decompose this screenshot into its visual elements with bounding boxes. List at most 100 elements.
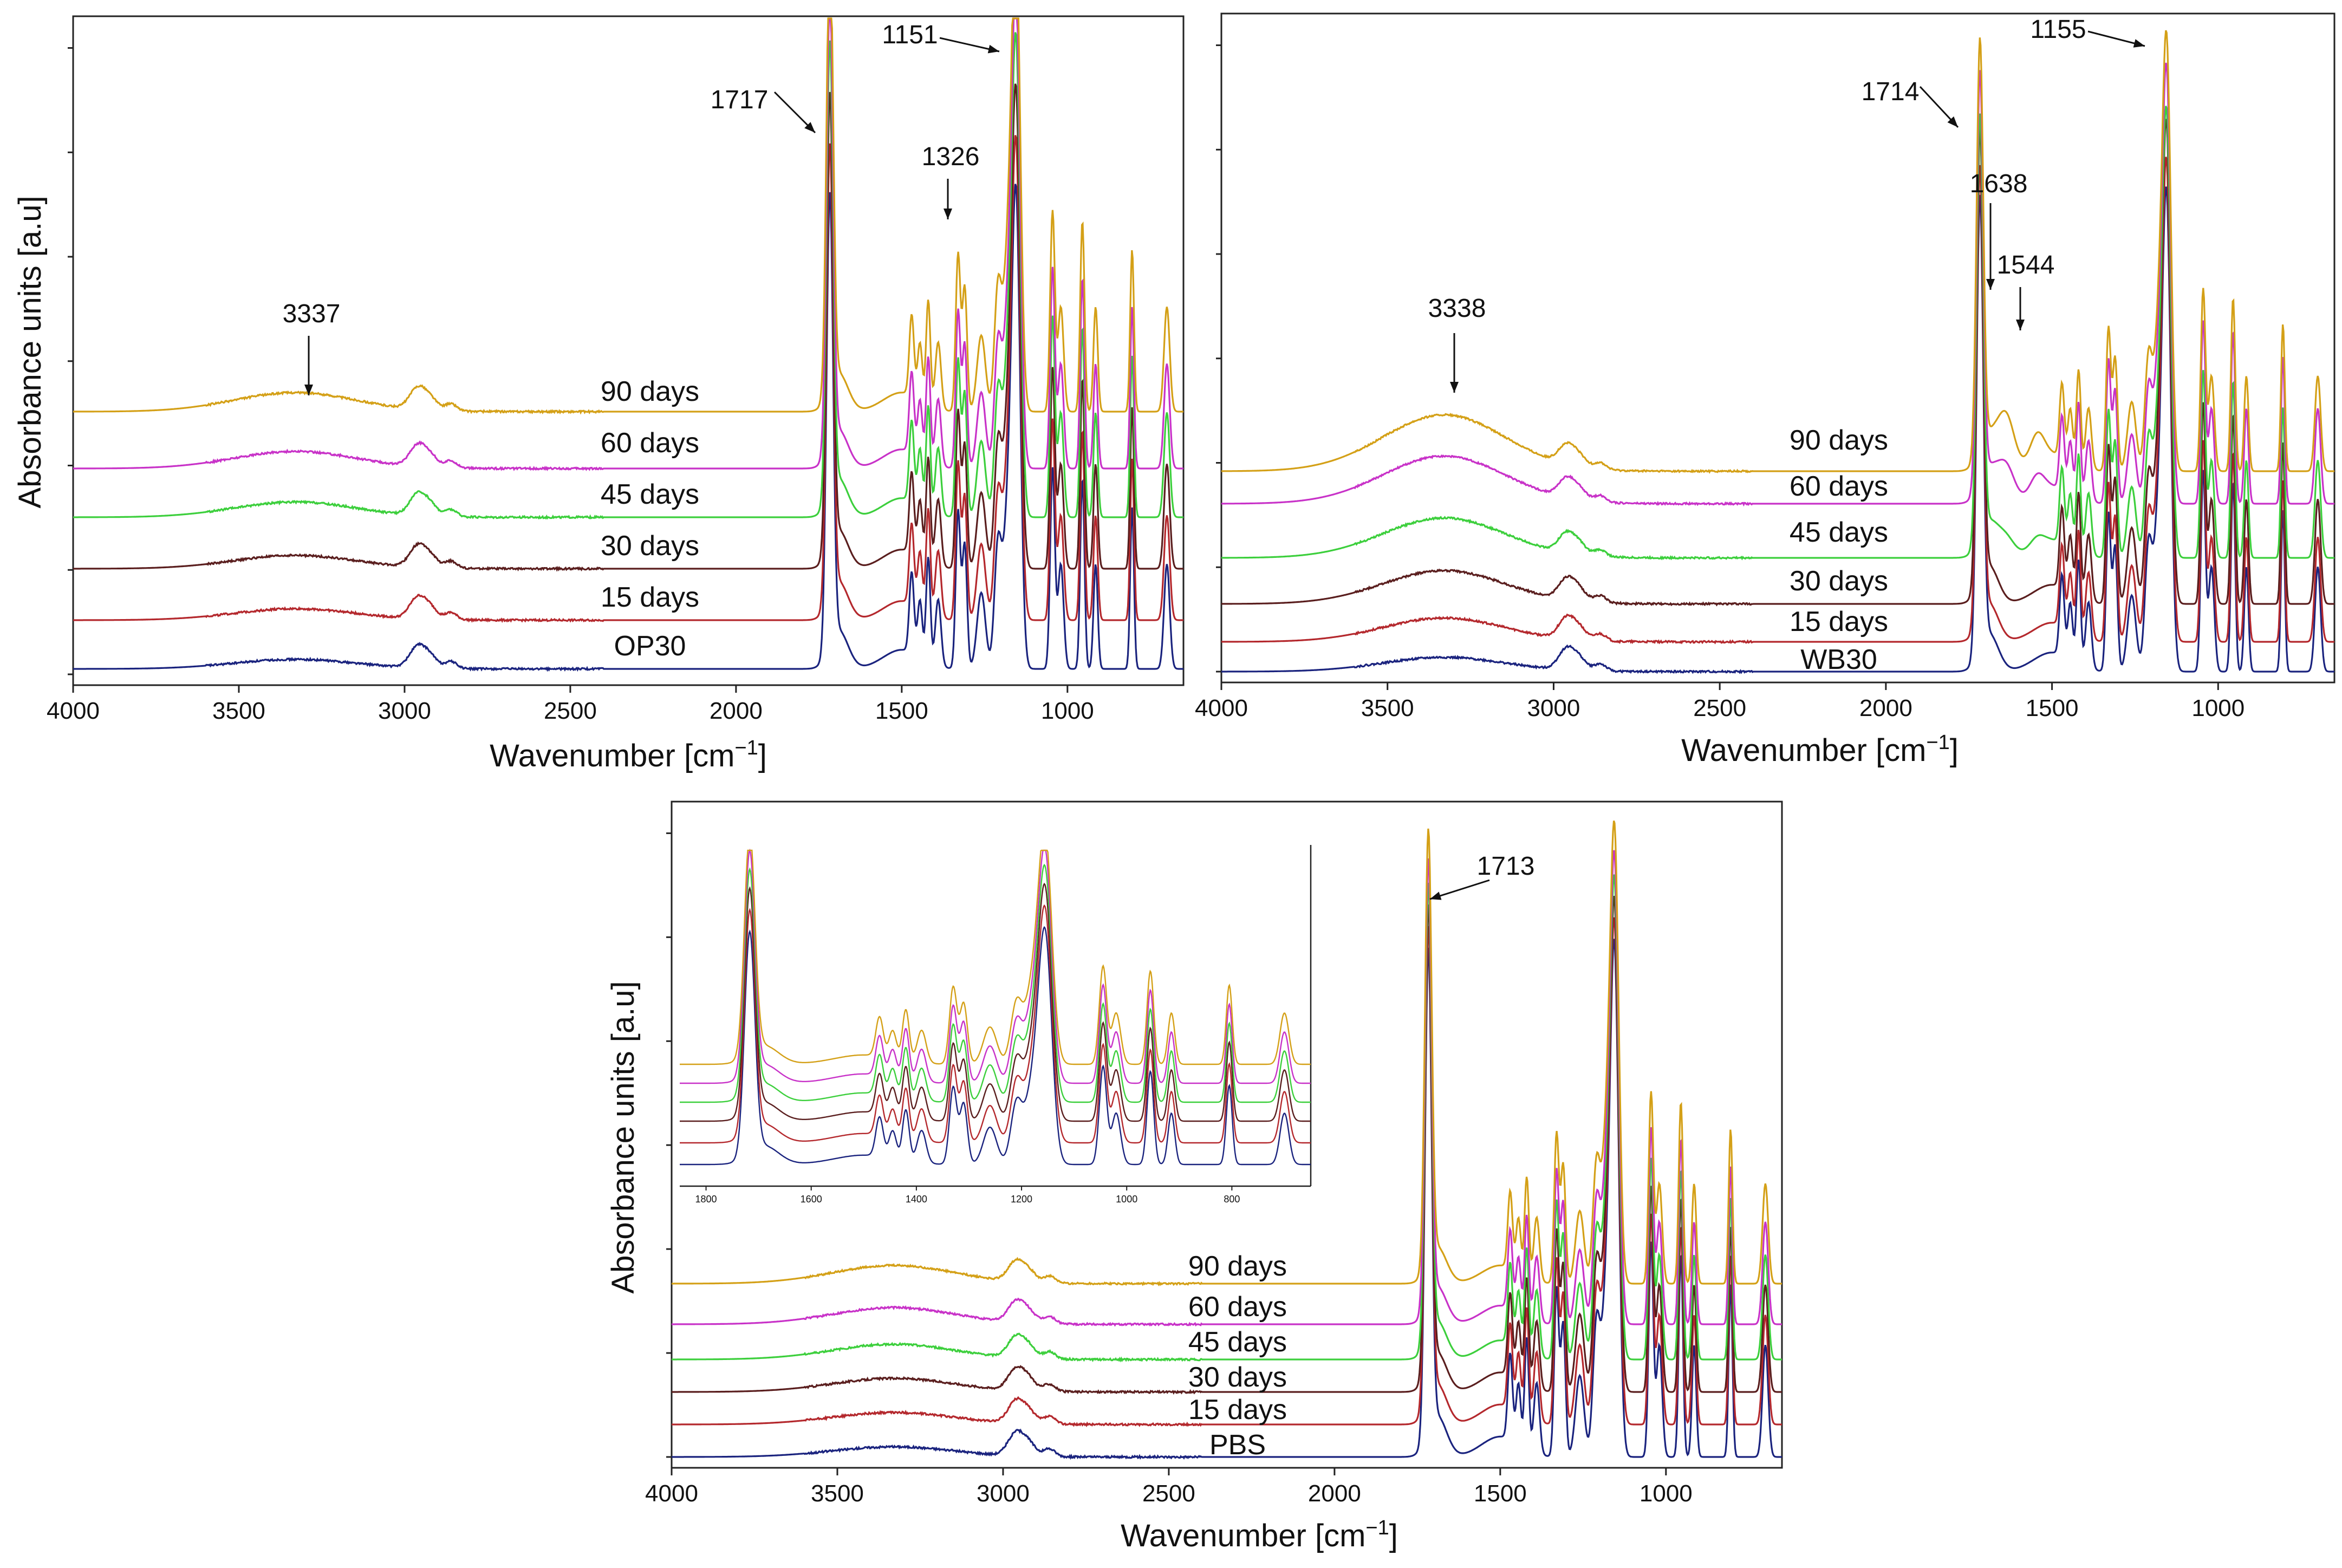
inset-series-line: [680, 849, 1311, 1065]
y-ticks: [1216, 44, 1221, 673]
series-label: 15 days: [1790, 606, 1888, 637]
spectra-curves: [672, 820, 1782, 1460]
x-tick-label: 2000: [1859, 695, 1912, 721]
x-tick-label: 2000: [1308, 1480, 1361, 1507]
peak-annotations: 3338 1714 1638 1544 1155: [1428, 15, 2145, 393]
y-axis-label: Absorbance units [a.u]: [606, 981, 641, 1293]
series-label: 90 days: [1188, 1251, 1287, 1282]
peak-label: 1151: [882, 21, 938, 49]
peak-label: 3338: [1428, 294, 1486, 323]
peak-label: 3337: [283, 300, 341, 328]
series-label: 60 days: [601, 427, 699, 459]
x-tick-label: 3000: [977, 1480, 1030, 1507]
inset-series-line: [680, 863, 1311, 1103]
peak-label: 1155: [2030, 15, 2086, 44]
arrow-head: [1450, 382, 1459, 393]
peak-label: 1717: [711, 86, 769, 114]
x-tick-label: 1500: [875, 698, 928, 724]
peak-label: 1714: [1862, 77, 1920, 106]
plot-frame: [1220, 12, 2336, 684]
arrow-head: [944, 209, 952, 219]
series-line-90-days: [73, 17, 1183, 415]
x-tick-label: 1000: [1041, 698, 1094, 724]
arrow-head: [1430, 892, 1442, 900]
x-tick-label: 3500: [1361, 695, 1414, 721]
x-tick-label: 1500: [2026, 695, 2079, 721]
series-label: PBS: [1209, 1429, 1266, 1461]
series-line-60-days: [73, 17, 1183, 471]
arrow-head: [987, 44, 999, 54]
peak-label: 1638: [1970, 170, 2028, 198]
series-line-15-days: [672, 917, 1782, 1428]
series-line-15-days: [73, 135, 1183, 623]
arrow-head: [304, 385, 313, 395]
series-label: 60 days: [1790, 471, 1888, 502]
inset-series-line: [680, 882, 1311, 1122]
inset-tick-label: 1200: [1011, 1194, 1032, 1205]
series-line-60-days: [672, 850, 1782, 1327]
x-axis-label: Wavenumber [cm−1]: [490, 737, 767, 773]
series-line-90-days: [672, 820, 1782, 1287]
series-label: OP30: [614, 630, 686, 662]
y-ticks: [68, 47, 73, 675]
inset-tick-label: 1600: [801, 1194, 822, 1205]
panel-wb30: 4000 3500 3000 2500 2000 1500 1000 WB30 15 days…: [1195, 12, 2336, 768]
series-label: 90 days: [1790, 425, 1888, 456]
arrow-head: [1986, 279, 1995, 290]
spectra-curves: [73, 17, 1183, 672]
y-axis-label: Absorbance units [a.u]: [12, 196, 48, 508]
x-tick-label: 4000: [645, 1480, 698, 1507]
plot-frame: [72, 15, 1185, 686]
series-line-op30: [73, 184, 1183, 672]
series-line-90-days: [1221, 30, 2334, 474]
inset-plot: 1800 1600 1400 1200 1000 800: [680, 845, 1312, 1205]
series-label: 15 days: [601, 582, 699, 613]
plot-frame: [671, 801, 1783, 1469]
arrow-head: [1947, 116, 1958, 127]
series-line-30-days: [1221, 119, 2334, 607]
x-tick-label: 2500: [1142, 1480, 1195, 1507]
inset-series-line: [680, 848, 1311, 1084]
peak-label: 1544: [1997, 251, 2055, 279]
inset-tick-label: 1400: [906, 1194, 927, 1205]
x-tick-label: 1500: [1474, 1480, 1527, 1507]
inset-tick-label: 1000: [1116, 1194, 1137, 1205]
inset-series-line: [680, 904, 1311, 1144]
series-line-60-days: [1221, 62, 2334, 507]
series-line-45-days: [1221, 106, 2334, 561]
x-axis-label: Wavenumber [cm−1]: [1121, 1517, 1398, 1553]
x-ticks: 4000 3500 3000 2500 2000 1500 1000: [1195, 682, 2245, 721]
x-tick-label: 3000: [1527, 695, 1580, 721]
inset-tick-label: 1800: [695, 1194, 717, 1205]
series-label: 45 days: [601, 479, 699, 510]
x-tick-label: 1000: [1640, 1480, 1693, 1507]
series-line-45-days: [73, 32, 1183, 520]
x-tick-label: 2500: [1693, 695, 1746, 721]
peak-label: 1326: [922, 142, 980, 171]
series-line-pbs: [672, 939, 1782, 1460]
series-line-30-days: [73, 83, 1183, 572]
inset-tick-label: 800: [1224, 1194, 1240, 1205]
x-axis-label: Wavenumber [cm−1]: [1681, 731, 1959, 768]
spectra-curves: [1221, 30, 2334, 674]
series-line-45-days: [672, 874, 1782, 1363]
series-labels: OP30 15 days 30 days 45 days 60 days 90 days: [601, 376, 699, 662]
series-label: 15 days: [1188, 1394, 1287, 1426]
series-label: 30 days: [601, 530, 699, 562]
series-label: 30 days: [1188, 1362, 1287, 1393]
peak-annotations: 3337 1717 1326 1151: [283, 21, 1000, 395]
series-labels: WB30 15 days 30 days 45 days 60 days 90 days: [1790, 425, 1888, 675]
x-tick-label: 4000: [47, 698, 100, 724]
x-ticks: 4000 3500 3000 2500 2000 1500 1000: [47, 685, 1094, 724]
series-label: 45 days: [1188, 1326, 1287, 1358]
y-ticks: [666, 832, 672, 1458]
x-tick-label: 3500: [811, 1480, 864, 1507]
peak-annotations: 1713: [1429, 852, 1534, 900]
x-tick-label: 3000: [378, 698, 431, 724]
inset-series-line: [680, 926, 1311, 1166]
series-line-15-days: [1221, 157, 2334, 645]
arrow-head: [2016, 320, 2025, 330]
